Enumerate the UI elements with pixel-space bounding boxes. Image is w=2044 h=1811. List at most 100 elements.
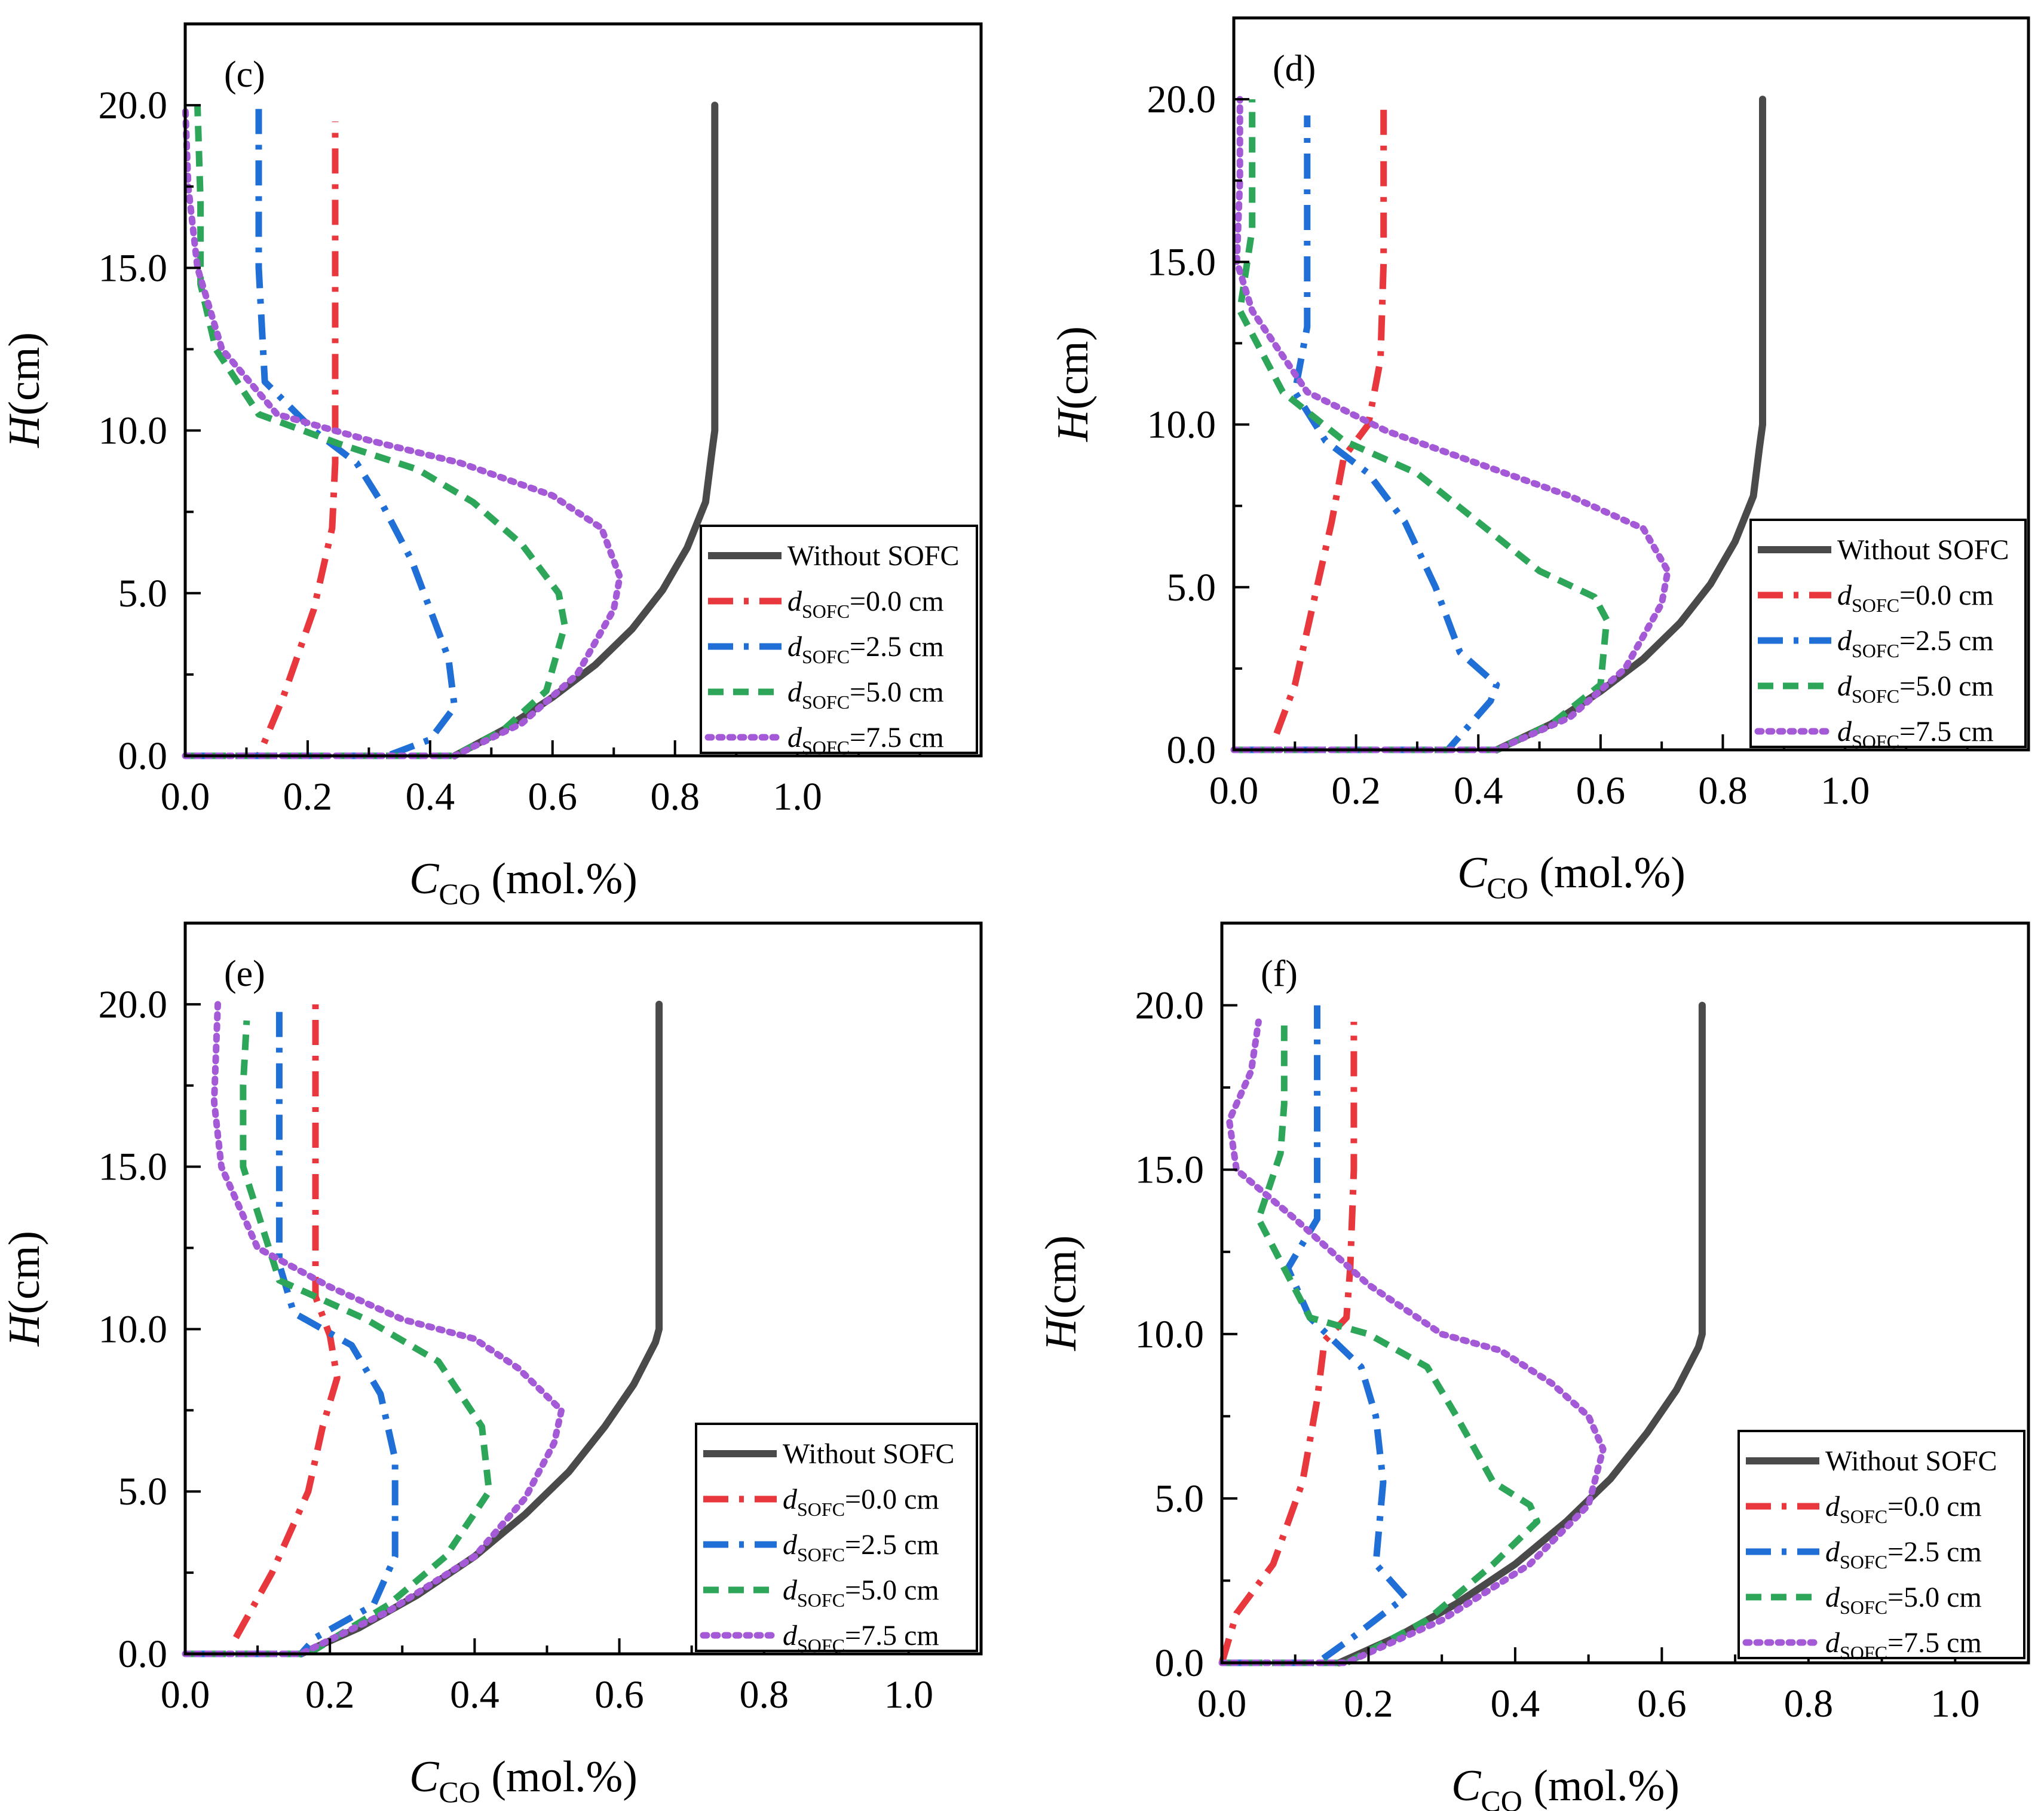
legend-label-d50: dSOFC=5.0 cm (787, 676, 944, 713)
legend-box (700, 525, 978, 754)
legend-text-suffix: =5.0 cm (850, 676, 944, 708)
series-line-d0 (1273, 99, 1387, 735)
legend-text-prefix: d (1825, 1491, 1840, 1522)
legend-text-suffix: =0.0 cm (1899, 580, 1994, 611)
panel-label: (e) (224, 954, 265, 994)
x-axis-sub: CO (439, 877, 480, 911)
series-line-d75 (182, 102, 623, 759)
x-tick-label: 0.4 (1454, 769, 1503, 813)
y-axis-var: H (0, 413, 49, 448)
y-axis-var: H (1049, 407, 1098, 442)
y-tick-label: 15.0 (1147, 240, 1216, 284)
legend-box (1749, 519, 2027, 748)
x-axis-sub: CO (1487, 871, 1528, 905)
legend-text-prefix: d (787, 722, 802, 753)
legend-text-prefix: d (1825, 1582, 1840, 1613)
y-tick-label: 0.0 (1155, 1641, 1205, 1685)
x-tick-label: 0.0 (1209, 769, 1259, 813)
y-tick-label: 10.0 (1147, 403, 1216, 447)
x-axis-unit: (mol.%) (1528, 848, 1686, 897)
y-axis-unit: (cm) (0, 1231, 49, 1314)
legend-label-d0: dSOFC=0.0 cm (1825, 1491, 1982, 1527)
x-tick-label: 0.0 (161, 1673, 210, 1717)
panel-label: (c) (224, 54, 265, 95)
x-axis-title: CCO (mol.%) (409, 1752, 638, 1809)
x-tick-label: 0.4 (406, 775, 455, 819)
x-tick-label: 1.0 (884, 1673, 934, 1717)
legend-label-d25: dSOFC=2.5 cm (1825, 1536, 1982, 1573)
x-axis-var: C (1457, 848, 1488, 897)
legend-label-d75: dSOFC=7.5 cm (1837, 716, 1994, 752)
x-axis-title: CCO (mol.%) (1457, 848, 1686, 905)
legend-text-sub: SOFC (1852, 595, 1899, 616)
legend-text-sub: SOFC (1852, 731, 1899, 752)
y-axis-var: H (0, 1312, 49, 1347)
legend-text-main: Without SOFC (1825, 1445, 1997, 1477)
y-tick-label: 10.0 (99, 1307, 168, 1351)
y-tick-label: 0.0 (118, 734, 168, 778)
x-axis-sub: CO (1481, 1784, 1522, 1811)
legend-text-suffix: =2.5 cm (1899, 625, 1994, 657)
series-line-without (1335, 1001, 1706, 1666)
y-tick-label: 15.0 (99, 1145, 168, 1189)
series-line-without (1493, 96, 1766, 753)
x-tick-label: 1.0 (1821, 769, 1870, 813)
x-tick-label: 0.2 (1344, 1682, 1393, 1726)
legend-text-prefix: d (787, 586, 802, 617)
legend-text-suffix: =7.5 cm (845, 1620, 939, 1651)
y-axis-unit: (cm) (1037, 1235, 1086, 1319)
series-line-d0 (1218, 1022, 1357, 1664)
legend-text-sub: SOFC (1852, 685, 1899, 707)
legend-text-sub: SOFC (802, 646, 850, 667)
x-tick-label: 0.2 (1331, 769, 1381, 813)
y-tick-label: 20.0 (99, 84, 168, 127)
x-tick-label: 0.0 (161, 775, 210, 819)
y-tick-label: 10.0 (1135, 1313, 1205, 1356)
x-axis-var: C (1451, 1761, 1482, 1810)
legend-text-prefix: d (783, 1484, 798, 1515)
legend-text-sub: SOFC (802, 600, 850, 622)
series-line-d75 (1230, 96, 1671, 753)
series-line-d50 (185, 105, 568, 759)
x-tick-label: 0.4 (450, 1673, 499, 1717)
legend-text-suffix: =2.5 cm (850, 631, 944, 663)
legend-text-suffix: =0.0 cm (845, 1484, 939, 1515)
legend-text-suffix: =5.0 cm (1887, 1582, 1982, 1613)
plot-frame (183, 22, 983, 758)
series-line-d50 (185, 1020, 493, 1657)
x-tick-label: 0.6 (528, 775, 578, 819)
series-line-d0 (185, 121, 339, 759)
legend-text-prefix: d (1837, 670, 1852, 702)
y-tick-label: 5.0 (118, 1470, 168, 1513)
legend-box (695, 1423, 978, 1652)
legend-box (1737, 1430, 2025, 1659)
x-tick-label: 1.0 (773, 775, 822, 819)
legend-label-d75: dSOFC=7.5 cm (1825, 1627, 1982, 1663)
y-tick-label: 20.0 (1135, 984, 1205, 1028)
series-line-d75 (1218, 1018, 1607, 1666)
legend-text-sub: SOFC (1840, 1597, 1887, 1618)
y-tick-label: 15.0 (99, 246, 168, 290)
legend-text-sub: SOFC (1840, 1551, 1887, 1573)
legend-label-d50: dSOFC=5.0 cm (783, 1574, 939, 1611)
legend-label-d0: dSOFC=0.0 cm (783, 1484, 939, 1520)
x-tick-label: 0.8 (1784, 1682, 1834, 1726)
x-tick-label: 0.2 (305, 1673, 355, 1717)
series-line-d75 (182, 1001, 565, 1657)
legend-text-sub: SOFC (1840, 1506, 1887, 1527)
series-line-d0 (232, 1004, 341, 1640)
legend-text-suffix: =0.0 cm (850, 586, 944, 617)
legend-text-prefix: d (1825, 1536, 1840, 1568)
x-axis-unit: (mol.%) (480, 1752, 638, 1801)
legend-text-sub: SOFC (797, 1499, 845, 1520)
legend-label-without: Without SOFC (1837, 534, 2009, 566)
y-axis-unit: (cm) (0, 332, 49, 416)
legend-text-sub: SOFC (802, 691, 850, 713)
plot-frame (1220, 921, 2030, 1665)
x-tick-label: 0.6 (594, 1673, 644, 1717)
legend-text-main: Without SOFC (787, 540, 959, 572)
legend-text-prefix: d (783, 1574, 798, 1606)
